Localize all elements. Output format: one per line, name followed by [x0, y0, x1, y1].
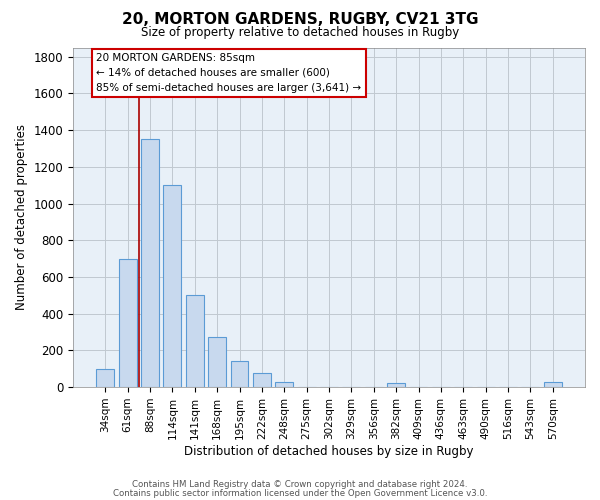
Y-axis label: Number of detached properties: Number of detached properties [15, 124, 28, 310]
Bar [544, 382, 562, 387]
Bar [387, 384, 405, 387]
Bar [163, 185, 181, 387]
Bar [96, 368, 114, 387]
Text: Contains public sector information licensed under the Open Government Licence v3: Contains public sector information licen… [113, 488, 487, 498]
Text: 20, MORTON GARDENS, RUGBY, CV21 3TG: 20, MORTON GARDENS, RUGBY, CV21 3TG [122, 12, 478, 28]
Bar [230, 362, 248, 387]
Bar [119, 258, 137, 387]
Bar [186, 296, 204, 387]
Bar [141, 140, 159, 387]
Text: Contains HM Land Registry data © Crown copyright and database right 2024.: Contains HM Land Registry data © Crown c… [132, 480, 468, 489]
Bar [208, 336, 226, 387]
Title: Size of property relative to detached houses in Rugby: Size of property relative to detached ho… [0, 499, 1, 500]
X-axis label: Distribution of detached houses by size in Rugby: Distribution of detached houses by size … [184, 444, 474, 458]
Bar [275, 382, 293, 387]
Text: 20 MORTON GARDENS: 85sqm
← 14% of detached houses are smaller (600)
85% of semi-: 20 MORTON GARDENS: 85sqm ← 14% of detach… [96, 53, 361, 92]
Bar [253, 374, 271, 387]
Text: Size of property relative to detached houses in Rugby: Size of property relative to detached ho… [141, 26, 459, 39]
